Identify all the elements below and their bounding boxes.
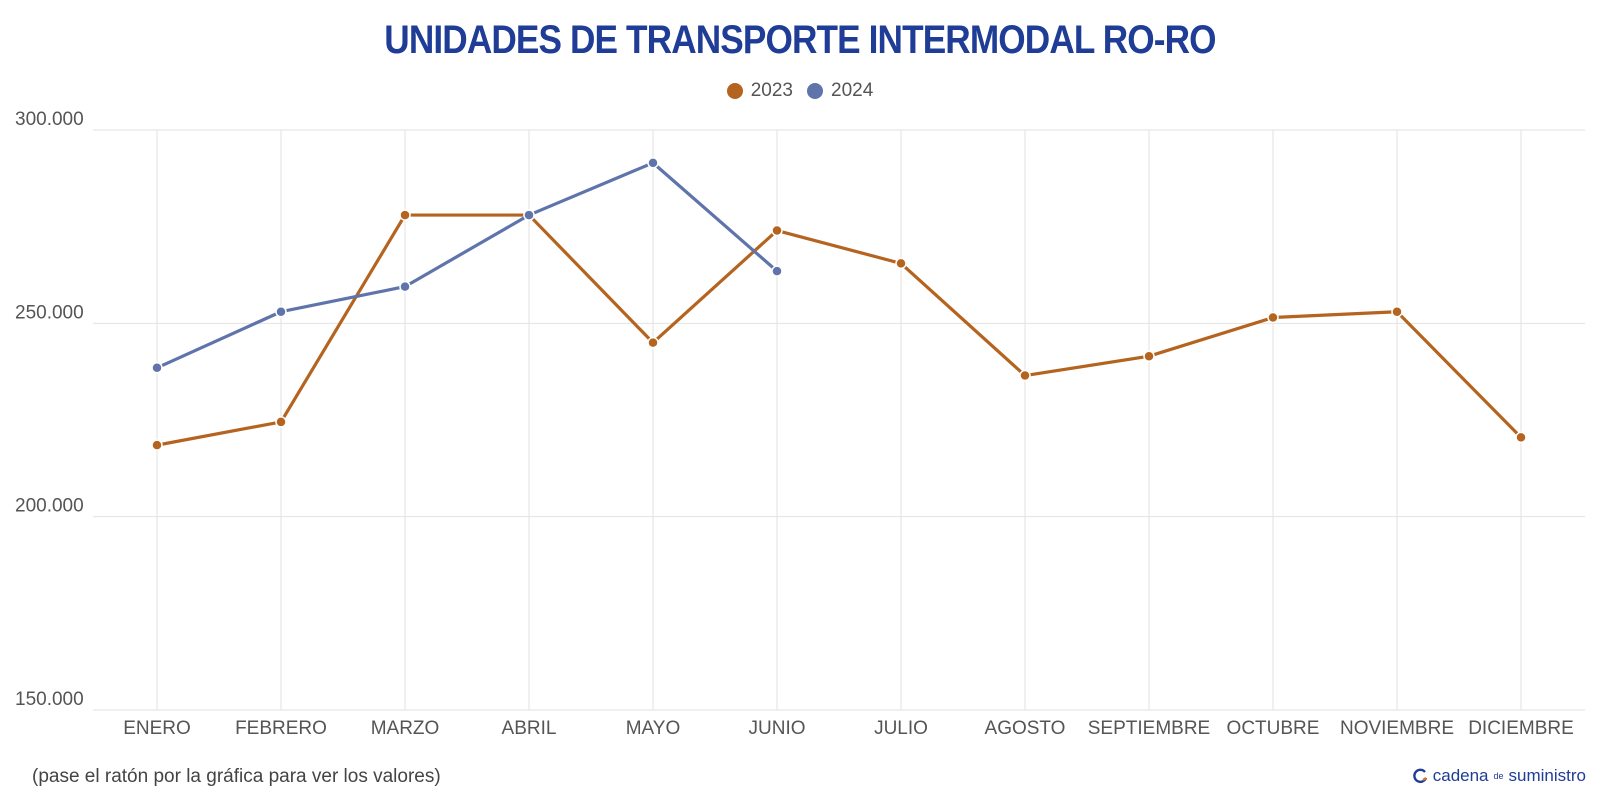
x-tick-label: ABRIL (502, 718, 557, 739)
x-tick-label: SEPTIEMBRE (1088, 718, 1210, 739)
data-point-2023[interactable] (275, 416, 287, 428)
legend-label-2023: 2023 (750, 80, 793, 101)
data-point-2024[interactable] (151, 362, 163, 374)
x-tick-label: JULIO (874, 718, 928, 739)
data-point-2024[interactable] (647, 157, 659, 169)
data-point-2024[interactable] (275, 305, 287, 318)
y-tick-label: 150.000 (15, 689, 84, 710)
legend-item-2023[interactable]: 2023 (726, 80, 793, 102)
x-tick-label: MAYO (626, 718, 681, 739)
brand-text-1: cadena (1432, 766, 1489, 785)
data-point-2023[interactable] (151, 439, 163, 451)
data-point-2023[interactable] (1019, 369, 1031, 382)
hover-hint: (pase el ratón por la gráfica para ver l… (32, 766, 441, 787)
data-point-2023[interactable] (399, 209, 411, 221)
x-tick-label: MARZO (371, 718, 440, 739)
x-tick-label: OCTUBRE (1227, 718, 1320, 739)
y-tick-label: 250.000 (15, 302, 84, 323)
data-point-2023[interactable] (647, 336, 659, 349)
data-point-2023[interactable] (771, 224, 783, 237)
y-tick-label: 300.000 (15, 109, 84, 130)
data-point-2023[interactable] (1267, 311, 1279, 324)
brand-logo: cadena de suministro (1412, 766, 1586, 786)
data-point-2024[interactable] (399, 280, 411, 293)
brand-text-2: suministro (1508, 766, 1586, 785)
legend-marker-2024 (807, 83, 823, 99)
series-line-2024 (155, 161, 779, 370)
legend-item-2024[interactable]: 2024 (807, 80, 873, 102)
x-tick-label: FEBRERO (235, 718, 327, 739)
legend-marker-2023 (726, 83, 743, 99)
chart-title: UNIDADES DE TRANSPORTE INTERMODAL RO-RO (384, 18, 1216, 62)
x-tick-label: ENERO (123, 718, 191, 739)
data-point-2023[interactable] (1391, 305, 1403, 318)
x-tick-label: NOVIEMBRE (1340, 718, 1454, 739)
legend-label-2024: 2024 (831, 80, 874, 101)
chart-legend: 2023 2024 (0, 80, 1600, 102)
data-point-2024[interactable] (523, 209, 535, 221)
data-point-2024[interactable] (771, 265, 783, 277)
y-tick-label: 200.000 (15, 496, 84, 517)
data-point-2023[interactable] (1143, 350, 1155, 362)
brand-text-small: de (1493, 771, 1504, 781)
series-line-2023 (155, 213, 1523, 447)
x-tick-label: DICIEMBRE (1468, 718, 1574, 739)
data-point-2023[interactable] (895, 257, 907, 270)
logo-icon (1413, 768, 1427, 784)
data-point-2023[interactable] (1515, 431, 1527, 444)
x-tick-label: JUNIO (749, 718, 806, 739)
x-tick-label: AGOSTO (985, 718, 1066, 739)
